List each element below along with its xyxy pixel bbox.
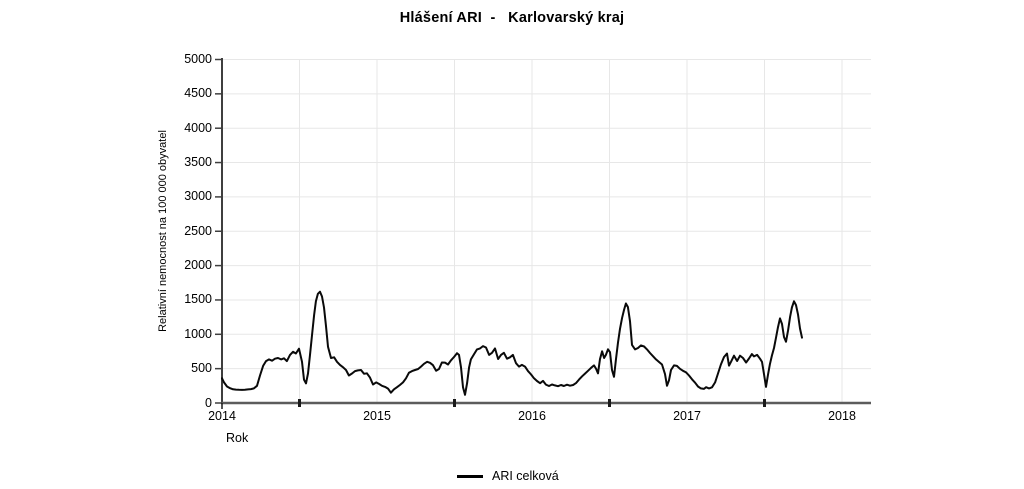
x-tick-label: 2016	[518, 409, 546, 423]
x-tick-label: 2017	[673, 409, 701, 423]
y-tick-label: 2000	[184, 258, 212, 273]
y-tick-label: 4500	[184, 86, 212, 101]
y-tick-label: 3500	[184, 155, 212, 170]
y-tick-label: 1000	[184, 326, 212, 341]
x-minor-tick-mark	[608, 399, 611, 407]
series-line-ari-celková	[221, 290, 803, 396]
x-tick-label: 2015	[363, 409, 391, 423]
y-tick-label: 3000	[184, 189, 212, 204]
x-minor-tick-mark	[763, 399, 766, 407]
y-tick-label: 500	[191, 361, 212, 376]
y-tick-label: 0	[205, 395, 212, 410]
legend-label: ARI celková	[492, 469, 559, 483]
legend: ARI celková	[457, 469, 559, 483]
x-minor-tick-mark	[298, 399, 301, 407]
x-tick-label: 2018	[828, 409, 856, 423]
chart-title: Hlášení ARI - Karlovarský kraj	[399, 10, 625, 26]
x-axis-title: Rok	[226, 431, 249, 445]
y-tick-label: 4000	[184, 120, 212, 135]
legend-line-swatch	[457, 474, 483, 478]
x-minor-tick-mark	[453, 399, 456, 407]
x-tick-label: 2014	[208, 409, 236, 423]
y-tick-label: 5000	[184, 52, 212, 66]
y-tick-label: 2500	[184, 223, 212, 238]
y-tick-label: 1500	[184, 292, 212, 307]
